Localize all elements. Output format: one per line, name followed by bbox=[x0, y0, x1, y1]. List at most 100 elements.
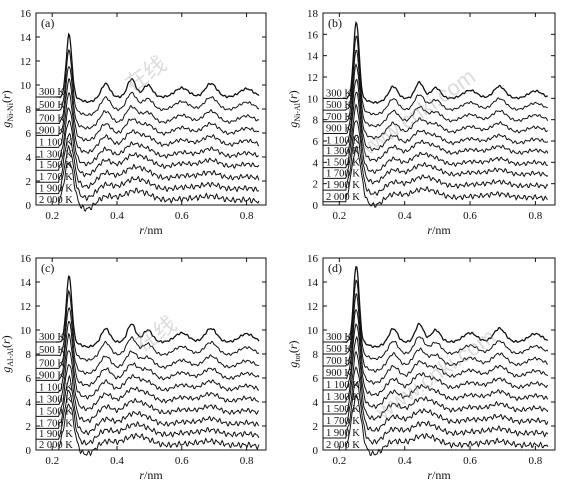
curve-label: 900 K bbox=[39, 370, 65, 381]
chart-panel-a: 0 2 4 6 8 10 12 14 16 0.2 0.4 0.6 0.8 r/nm gNi-Ni(r) (a… bbox=[0, 8, 267, 237]
curve-2000K bbox=[342, 145, 548, 209]
curve-1500K bbox=[55, 363, 259, 424]
curve-label: 900 K bbox=[326, 368, 352, 379]
curve-1500K bbox=[55, 119, 260, 178]
y-axis-label: gNi-Al(r) bbox=[286, 90, 302, 127]
curve-1300K bbox=[55, 107, 259, 167]
y-tick-label: 6 bbox=[26, 128, 32, 140]
curve-700K bbox=[342, 293, 548, 373]
curve-label: 1 700 K bbox=[326, 168, 360, 179]
curve-500K bbox=[55, 49, 260, 117]
curve-1500K bbox=[342, 103, 549, 174]
y-tick-label: 2 bbox=[313, 179, 319, 191]
curve-900K bbox=[342, 308, 549, 385]
y-tick-label: 16 bbox=[307, 253, 319, 265]
curve-label: 1 300 K bbox=[326, 392, 360, 403]
curve-900K bbox=[55, 321, 260, 388]
curve-label: 1 900 K bbox=[326, 428, 360, 439]
curve-1700K bbox=[55, 374, 260, 436]
watermark-text: 在线 bbox=[121, 51, 171, 97]
watermark-text: www.cnki.com bbox=[351, 64, 480, 165]
y-tick-label: 6 bbox=[26, 373, 32, 385]
curve-label: 700 K bbox=[326, 112, 352, 123]
curve-label: 900 K bbox=[326, 124, 352, 135]
y-tick-label: 14 bbox=[307, 277, 319, 289]
chart-panel-b: 0 2 4 6 8 10 12 14 16 18 0.2 0.4 0.6 0.8 r/nm gNi-Al(r)… bbox=[286, 8, 556, 237]
y-tick-label: 0 bbox=[26, 445, 32, 457]
curve-1300K bbox=[342, 335, 549, 410]
curve-1700K bbox=[342, 120, 549, 185]
panel-label: (a) bbox=[41, 16, 54, 30]
y-tick-label: 4 bbox=[26, 152, 32, 164]
curve-label: 1 100 K bbox=[326, 380, 360, 391]
curve-label: 700 K bbox=[39, 358, 65, 369]
curve-label: 1 300 K bbox=[39, 394, 73, 405]
x-tick-label: 0.4 bbox=[110, 210, 124, 222]
x-axis-label: r/nm bbox=[427, 223, 451, 237]
y-tick-label: 4 bbox=[313, 157, 319, 169]
curve-label: 1 500 K bbox=[39, 406, 73, 417]
x-tick-label: 0.4 bbox=[398, 455, 412, 467]
x-tick-label: 0.6 bbox=[463, 455, 477, 467]
curve-label: 1 700 K bbox=[326, 416, 360, 427]
curve-1900K bbox=[342, 134, 549, 196]
curve-500K bbox=[342, 279, 549, 361]
x-axis-label: r/nm bbox=[139, 468, 163, 482]
curve-label: 300 K bbox=[39, 87, 65, 98]
curve-label: 1 900 K bbox=[39, 429, 73, 440]
chart-panel-c: 0 2 4 6 8 10 12 14 16 0.2 0.4 0.6 0.8 r/nm gAl-Al(r) (c… bbox=[0, 253, 267, 482]
y-tick-label: 8 bbox=[313, 349, 319, 361]
curve-1700K bbox=[342, 366, 549, 433]
y-tick-label: 16 bbox=[307, 29, 319, 41]
x-tick-label: 0.2 bbox=[332, 210, 346, 222]
curve-label: 500 K bbox=[326, 344, 352, 355]
y-tick-label: 10 bbox=[20, 325, 32, 337]
y-tick-label: 0 bbox=[26, 200, 32, 212]
curve-label: 300 K bbox=[326, 332, 352, 343]
curve-700K bbox=[342, 49, 549, 128]
curve-label: 1 700 K bbox=[39, 418, 73, 429]
y-tick-label: 14 bbox=[307, 51, 319, 63]
x-tick-label: 0.6 bbox=[175, 455, 189, 467]
x-tick-label: 0.4 bbox=[398, 210, 412, 222]
curve-label: 900 K bbox=[39, 125, 65, 136]
x-tick-label: 0.2 bbox=[332, 455, 346, 467]
curve-label: 1 100 K bbox=[39, 382, 73, 393]
y-tick-label: 0 bbox=[313, 200, 319, 212]
curve-label: 1 900 K bbox=[326, 180, 360, 191]
curve-700K bbox=[55, 307, 260, 376]
y-tick-label: 8 bbox=[26, 104, 32, 116]
y-tick-label: 8 bbox=[313, 115, 319, 127]
curve-label: 1 900 K bbox=[39, 184, 73, 195]
y-tick-label: 16 bbox=[20, 8, 32, 20]
chart-panel-d: 0 2 4 6 8 10 12 14 16 0.2 0.4 0.6 0.8 r/nm gtot(r) (d) 3… bbox=[286, 253, 556, 482]
x-tick-label: 0.8 bbox=[529, 210, 543, 222]
curve-300K bbox=[342, 265, 548, 349]
curve-1700K bbox=[55, 132, 260, 189]
curve-label: 2 000 K bbox=[326, 192, 360, 203]
y-tick-label: 12 bbox=[20, 301, 31, 313]
curve-label: 300 K bbox=[39, 332, 65, 343]
curve-500K bbox=[55, 289, 260, 362]
curve-label: 1 300 K bbox=[39, 149, 73, 160]
curve-label: 700 K bbox=[326, 356, 352, 367]
y-tick-label: 6 bbox=[313, 373, 319, 385]
curve-1900K bbox=[55, 389, 260, 446]
y-tick-label: 8 bbox=[26, 349, 32, 361]
y-tick-label: 18 bbox=[307, 8, 319, 20]
x-tick-label: 0.8 bbox=[529, 455, 543, 467]
curve-label: 500 K bbox=[326, 100, 352, 111]
x-axis-label: r/nm bbox=[427, 468, 451, 482]
plot-frame bbox=[322, 12, 556, 206]
curve-300K bbox=[55, 275, 260, 349]
y-tick-label: 14 bbox=[20, 277, 32, 289]
curve-500K bbox=[342, 35, 548, 116]
y-tick-label: 6 bbox=[313, 136, 319, 148]
curve-900K bbox=[55, 78, 260, 142]
y-tick-label: 4 bbox=[26, 397, 32, 409]
y-tick-label: 16 bbox=[20, 253, 32, 265]
y-axis-label: gtot(r) bbox=[286, 340, 302, 367]
curve-1100K bbox=[55, 332, 260, 400]
curve-1100K bbox=[55, 92, 260, 154]
